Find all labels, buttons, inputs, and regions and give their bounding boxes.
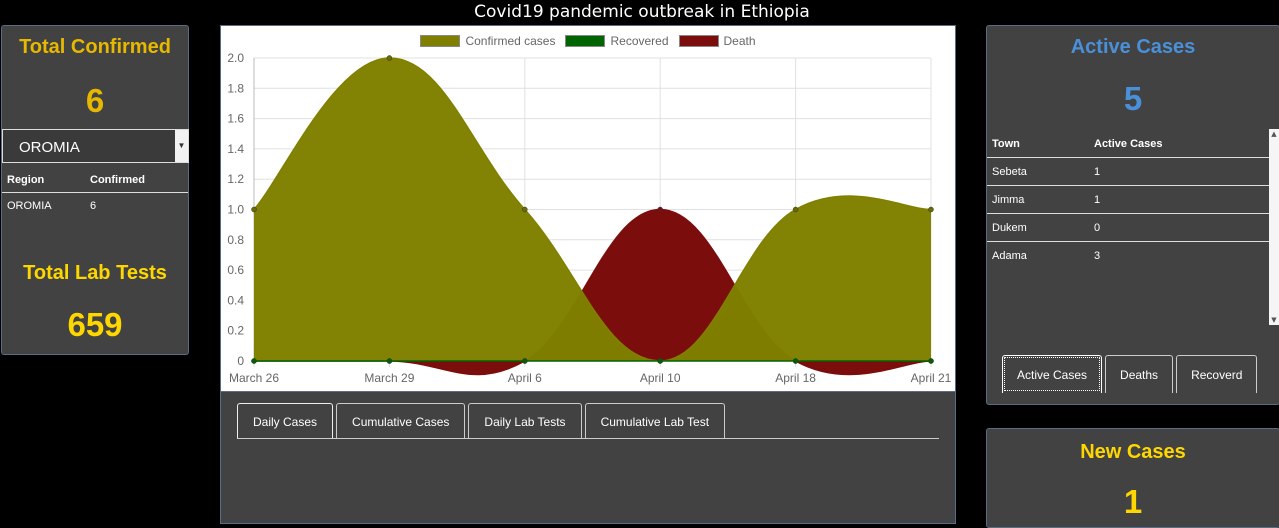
table-cell: 1 — [1094, 165, 1101, 178]
y-tick-label: 0.4 — [227, 293, 244, 307]
table-cell: Adama — [992, 250, 1027, 262]
total-lab-tests-value: 659 — [67, 306, 123, 343]
tabbar-underline — [237, 438, 939, 439]
y-tick-label: 0 — [237, 354, 244, 368]
tab-active-cases[interactable]: Active Cases — [1002, 355, 1103, 393]
column-header: Confirmed — [90, 173, 145, 186]
legend-item-confirmed[interactable]: Confirmed cases — [420, 34, 555, 48]
data-point-recovered — [793, 358, 799, 364]
active-cases-panel: Active Cases 5 Town Active Cases Sebeta … — [986, 25, 1279, 405]
area-chart: 0 0.2 0.4 0.6 0.8 1.0 1.2 1.4 1.6 1.8 2.0 March 26 M… — [227, 51, 952, 385]
series-area — [254, 58, 931, 361]
table-row: Dukem 0 — [987, 214, 1271, 242]
tab-daily-cases[interactable]: Daily Cases — [237, 403, 334, 439]
data-point-recovered — [657, 358, 663, 364]
y-tick-label: 1.4 — [227, 142, 244, 156]
chart-tabbar: Daily Cases Cumulative Cases Daily Lab T… — [237, 403, 726, 439]
region-select-value: OROMIA — [19, 139, 80, 156]
data-point — [928, 206, 934, 213]
new-cases-label: New Cases — [1080, 441, 1186, 463]
town-table: Town Active Cases Sebeta 1 Jimma 1 Dukem… — [987, 130, 1271, 270]
x-tick-label: March 29 — [364, 371, 414, 385]
y-tick-label: 2.0 — [227, 51, 244, 65]
table-header: Town Active Cases — [987, 130, 1271, 158]
total-lab-tests-label: Total Lab Tests — [23, 262, 167, 284]
tab-deaths[interactable]: Deaths — [1105, 355, 1174, 393]
legend-swatch — [565, 35, 606, 47]
scroll-up-icon[interactable]: ▲ — [1271, 130, 1277, 138]
chart-legend: Confirmed cases Recovered Death — [221, 34, 955, 48]
region-select[interactable]: OROMIA ▼ — [2, 129, 189, 163]
chart-tab-area: Daily Cases Cumulative Cases Daily Lab T… — [220, 391, 956, 524]
x-tick-label: April 10 — [640, 371, 681, 385]
legend-swatch — [678, 35, 719, 47]
new-cases-panel: New Cases 1 — [986, 428, 1279, 528]
x-tick-label: April 21 — [911, 371, 952, 385]
y-tick-label: 0.6 — [227, 263, 244, 277]
tab-recovered[interactable]: Recoverd — [1176, 355, 1258, 393]
table-row: OROMIA 6 — [2, 193, 188, 219]
column-header: Region — [7, 173, 45, 186]
active-cases-label: Active Cases — [1070, 36, 1196, 58]
table-cell: Dukem — [992, 221, 1027, 234]
region-table: Region Confirmed OROMIA 6 — [2, 167, 188, 219]
total-confirmed-label: Total Confirmed — [19, 36, 171, 58]
table-cell: 6 — [90, 200, 97, 212]
data-point-recovered — [251, 358, 257, 364]
data-point — [386, 55, 393, 61]
legend-item-recovered[interactable]: Recovered — [565, 34, 669, 48]
total-confirmed-value: 6 — [85, 82, 105, 119]
chevron-down-icon[interactable]: ▼ — [175, 130, 188, 162]
table-cell: 1 — [1094, 193, 1101, 206]
table-header: Region Confirmed — [2, 167, 188, 193]
table-row: Jimma 1 — [987, 186, 1271, 214]
data-point — [522, 206, 528, 213]
y-tick-label: 0.8 — [227, 233, 244, 247]
scroll-down-icon[interactable]: ▼ — [1271, 316, 1277, 324]
data-point-recovered — [386, 358, 392, 364]
x-tick-label: April 6 — [508, 371, 542, 385]
table-cell: Sebeta — [992, 165, 1027, 178]
summary-panel: Total Confirmed 6 OROMIA ▼ Region Confir… — [1, 25, 189, 355]
table-cell: 0 — [1094, 221, 1101, 234]
data-point-recovered — [928, 358, 934, 364]
data-point — [792, 206, 799, 213]
legend-swatch — [420, 35, 461, 47]
y-tick-label: 1.6 — [227, 112, 244, 126]
table-cell: Jimma — [992, 193, 1025, 206]
data-point-recovered — [522, 358, 528, 364]
column-header: Active Cases — [1094, 137, 1163, 150]
table-row: Sebeta 1 — [987, 158, 1271, 186]
table-row: Adama 3 — [987, 242, 1271, 270]
data-point — [657, 206, 663, 213]
table-cell: 3 — [1094, 250, 1101, 262]
active-cases-value: 5 — [1123, 80, 1143, 117]
table-cell: OROMIA — [7, 200, 52, 212]
data-point — [251, 206, 257, 213]
x-tick-label: March 26 — [229, 371, 279, 385]
y-tick-label: 1.8 — [227, 81, 244, 95]
column-header: Town — [992, 137, 1020, 150]
new-cases-value: 1 — [1123, 483, 1143, 520]
chart-panel: Confirmed cases Recovered Death 0 0.2 0.4 0… — [220, 25, 956, 391]
table-scrollbar[interactable]: ▲ ▼ — [1269, 129, 1279, 325]
y-tick-label: 1.2 — [227, 172, 244, 186]
y-tick-label: 0.2 — [227, 324, 244, 338]
legend-item-death[interactable]: Death — [678, 34, 756, 48]
x-tick-label: April 18 — [775, 371, 816, 385]
right-tabbar: Active Cases Deaths Recoverd — [1002, 355, 1258, 393]
legend-label: Confirmed cases — [465, 34, 556, 48]
y-tick-label: 1.0 — [227, 203, 244, 217]
tab-daily-lab-tests[interactable]: Daily Lab Tests — [468, 403, 582, 439]
legend-label: Recovered — [610, 34, 669, 48]
legend-label: Death — [723, 34, 756, 48]
page-title: Covid19 pandemic outbreak in Ethiopia — [474, 2, 810, 22]
tab-cumulative-cases[interactable]: Cumulative Cases — [336, 403, 466, 439]
tab-cumulative-lab-test[interactable]: Cumulative Lab Test — [584, 403, 726, 439]
